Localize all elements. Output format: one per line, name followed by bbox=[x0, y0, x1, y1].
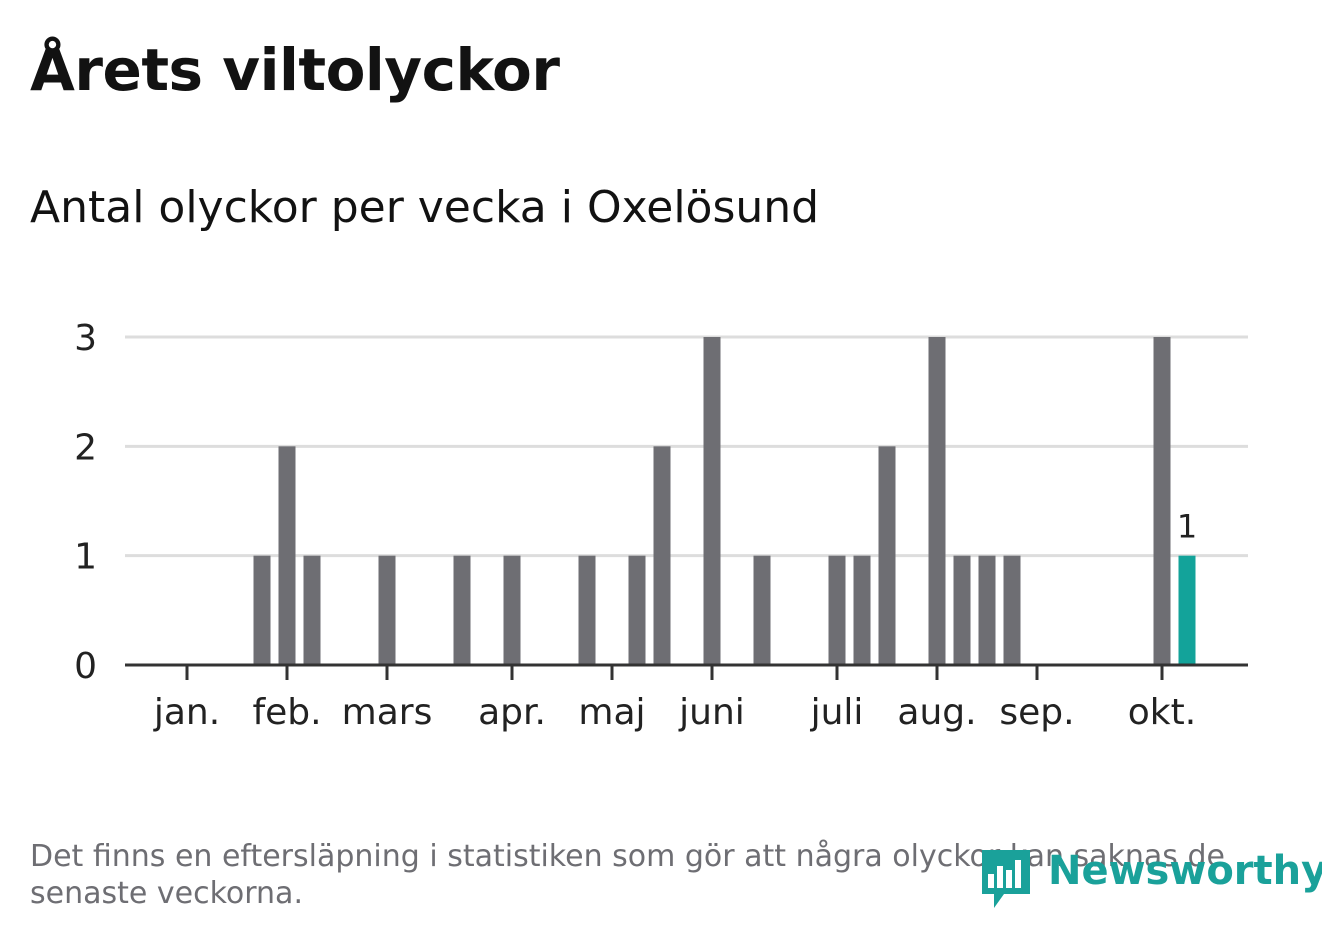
bar bbox=[1153, 337, 1171, 665]
y-tick-label: 3 bbox=[74, 318, 97, 359]
bar bbox=[878, 446, 896, 665]
x-tick-label: feb. bbox=[252, 692, 321, 733]
data-label: 1 bbox=[1177, 508, 1197, 546]
bar-chart: 0 1 2 3 jan. feb. mars apr. maj juni juli aug. sep.… bbox=[74, 318, 1248, 733]
brand-name: Newsworthy bbox=[1048, 848, 1322, 894]
bar-chart-speech-bubble-icon bbox=[982, 850, 1030, 908]
y-tick-label: 2 bbox=[74, 427, 97, 468]
bars bbox=[253, 337, 1196, 665]
bar bbox=[978, 555, 996, 665]
x-tick-label: jan. bbox=[153, 692, 220, 733]
chart-title: Årets viltolyckor bbox=[30, 36, 560, 104]
data-labels: 1 bbox=[1177, 508, 1197, 546]
x-tick-label: apr. bbox=[478, 692, 546, 733]
bar bbox=[703, 337, 721, 665]
bar bbox=[253, 555, 271, 665]
bar bbox=[453, 555, 471, 665]
y-tick-label: 0 bbox=[74, 646, 97, 687]
bar bbox=[303, 555, 321, 665]
bar bbox=[653, 446, 671, 665]
bar bbox=[828, 555, 846, 665]
y-axis-ticks: 0 1 2 3 bbox=[74, 318, 97, 687]
bar bbox=[278, 446, 296, 665]
bar bbox=[853, 555, 871, 665]
bar bbox=[628, 555, 646, 665]
y-tick-label: 1 bbox=[74, 537, 97, 578]
bar bbox=[578, 555, 596, 665]
x-tick-label: juni bbox=[678, 692, 745, 733]
bar bbox=[1003, 555, 1021, 665]
bar bbox=[1178, 555, 1196, 665]
x-tick-label: mars bbox=[342, 692, 433, 733]
x-tick-label: sep. bbox=[999, 692, 1074, 733]
x-tick-label: aug. bbox=[897, 692, 976, 733]
bar bbox=[753, 555, 771, 665]
bar bbox=[953, 555, 971, 665]
x-tick-label: okt. bbox=[1128, 692, 1196, 733]
x-axis-ticks: jan. feb. mars apr. maj juni juli aug. sep. okt. bbox=[153, 665, 1196, 733]
newsworthy-logo[interactable]: Newsworthy bbox=[980, 848, 1322, 910]
x-tick-label: juli bbox=[810, 692, 864, 733]
bar bbox=[928, 337, 946, 665]
x-tick-label: maj bbox=[578, 692, 645, 733]
chart-subtitle: Antal olyckor per vecka i Oxelösund bbox=[30, 182, 820, 233]
bar bbox=[378, 555, 396, 665]
bar bbox=[503, 555, 521, 665]
